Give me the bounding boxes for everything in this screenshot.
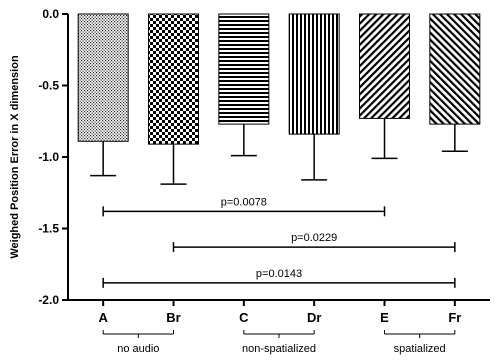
p-value-label: p=0.0143 bbox=[256, 268, 302, 280]
significance-brackets: p=0.0078 p=0.0229 p=0.0143 bbox=[102, 196, 456, 288]
x-tick-label: E bbox=[380, 310, 389, 325]
bar bbox=[77, 13, 129, 142]
bar bbox=[148, 13, 199, 145]
x-tick-label: C bbox=[239, 310, 249, 325]
y-tick-label: -0.5 bbox=[38, 79, 59, 93]
bar bbox=[288, 13, 340, 135]
y-tick-label: -1.0 bbox=[38, 150, 59, 164]
error-bars bbox=[90, 118, 468, 185]
p-value-label: p=0.0078 bbox=[221, 196, 267, 208]
p-value-label: p=0.0229 bbox=[291, 232, 337, 244]
group-label: spatialized bbox=[394, 343, 446, 355]
group-label: no audio bbox=[117, 343, 159, 355]
y-tick-label: 0.0 bbox=[42, 7, 59, 21]
x-tick-label: A bbox=[98, 310, 108, 325]
category-labels: A Br C Dr E Fr bbox=[98, 310, 461, 325]
bar bbox=[218, 13, 270, 125]
y-tick-label: -2.0 bbox=[38, 293, 59, 307]
bar bbox=[429, 13, 481, 125]
group-label: non-spatialized bbox=[242, 343, 316, 355]
x-tick-label: Dr bbox=[307, 310, 321, 325]
group-brackets: no audio non-spatialized spatialized bbox=[102, 330, 456, 355]
bar bbox=[359, 13, 410, 119]
y-axis-label: Weighed Position Error in X dimension bbox=[9, 55, 21, 259]
y-tick-label: -1.5 bbox=[38, 222, 59, 236]
axes: 0.0 -0.5 -1.0 -1.5 -2.0 bbox=[38, 7, 490, 307]
bars bbox=[77, 13, 481, 145]
x-tick-label: Fr bbox=[448, 310, 461, 325]
x-tick-label: Br bbox=[166, 310, 180, 325]
